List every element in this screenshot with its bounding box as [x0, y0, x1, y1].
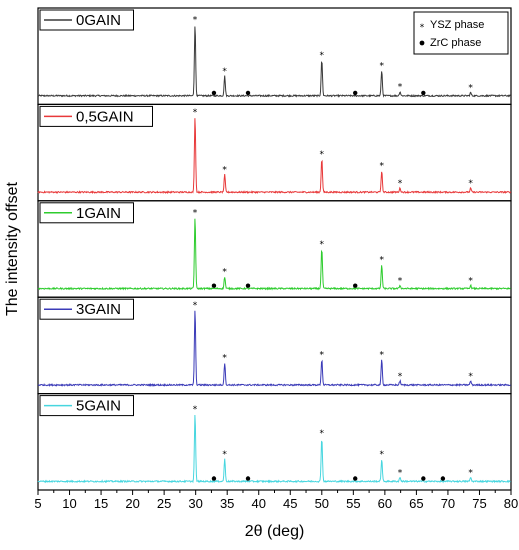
ysz-marker: *: [222, 67, 227, 77]
series-legend-label: 5GAIN: [76, 398, 121, 415]
series-legend: 0GAIN: [39, 9, 134, 31]
series-legend-label: 0,5GAIN: [76, 108, 134, 125]
panel-4: * * * * * * 3GAIN: [37, 296, 512, 395]
zrc-marker: [245, 90, 251, 96]
ysz-marker: *: [468, 179, 473, 189]
x-tick-label: 10: [62, 496, 76, 511]
ysz-marker: *: [398, 83, 403, 93]
x-axis-title: 2θ (deg): [245, 523, 305, 540]
zrc-marker: [421, 90, 426, 96]
ysz-marker: *: [379, 162, 384, 172]
zrc-marker: [440, 476, 446, 481]
ysz-marker: *: [398, 372, 403, 382]
ysz-marker: *: [320, 150, 325, 160]
ysz-marker: *: [468, 83, 473, 93]
zrc-marker: [211, 90, 217, 96]
ysz-marker: *: [193, 301, 198, 311]
ysz-marker: *: [398, 276, 403, 286]
ysz-marker: *: [320, 240, 325, 250]
x-tick-label: 5: [34, 496, 41, 511]
series-legend: 0,5GAIN: [39, 105, 153, 127]
series-legend-label: 1GAIN: [76, 205, 121, 222]
ysz-marker: *: [379, 256, 384, 266]
phase-legend-star: *: [420, 23, 425, 33]
ysz-marker: *: [468, 276, 473, 286]
ysz-marker: *: [320, 51, 325, 61]
y-axis-title: The intensity offset: [4, 181, 21, 316]
x-tick-label: 65: [409, 496, 423, 511]
zrc-marker: [421, 476, 426, 481]
ysz-marker: *: [193, 16, 198, 26]
x-tick-label: 45: [283, 496, 297, 511]
zrc-marker: [353, 283, 358, 288]
x-tick-label: 35: [220, 496, 234, 511]
ysz-marker: *: [379, 61, 384, 71]
series-line: [37, 310, 511, 388]
zrc-marker: [353, 90, 358, 96]
phase-legend-label: YSZ phase: [430, 19, 484, 31]
x-tick-label: 20: [125, 496, 139, 511]
phase-legend-dot: [419, 40, 425, 46]
ysz-marker: *: [320, 351, 325, 361]
zrc-marker: [211, 283, 217, 288]
phase-legend-label: ZrC phase: [430, 37, 481, 49]
ysz-marker: *: [398, 468, 403, 478]
x-tick-label: 80: [504, 496, 518, 511]
x-tick-label: 70: [441, 496, 455, 511]
zrc-marker: [245, 476, 251, 481]
ysz-marker: *: [193, 108, 198, 118]
ysz-marker: *: [398, 179, 403, 189]
x-tick-label: 40: [251, 496, 265, 511]
phase-legend: * YSZ phase ZrC phase: [413, 11, 509, 55]
chart-panels: ***** *0GAIN***** *0,5GAIN***** *1GAIN** * **…: [37, 7, 512, 491]
ysz-marker: *: [222, 450, 227, 460]
zrc-marker: [211, 476, 217, 481]
series-legend-label: 0GAIN: [76, 12, 121, 29]
x-tick-label: 25: [157, 496, 171, 511]
x-axis: 5 10 15 20 25 30 35 40 45 50 55 60 65 70 75 80: [34, 490, 518, 511]
panel-2: * * * * * * 0,5GAIN: [37, 103, 512, 202]
panel-5: * * * * * * 5GAIN: [37, 393, 512, 491]
ysz-marker: *: [222, 166, 227, 176]
x-tick-label: 60: [378, 496, 392, 511]
series-line: [37, 414, 511, 484]
ysz-marker: *: [193, 208, 198, 218]
ysz-marker: *: [222, 354, 227, 364]
ysz-marker: *: [193, 405, 198, 415]
series-legend: 3GAIN: [39, 298, 134, 320]
ysz-marker: *: [468, 468, 473, 478]
x-tick-label: 15: [94, 496, 108, 511]
panel-3: * * * * * * 1GAIN: [37, 200, 512, 298]
series-line: [37, 26, 512, 98]
zrc-marker: [245, 283, 251, 288]
ysz-marker: *: [379, 351, 384, 361]
series-legend: 5GAIN: [39, 395, 134, 417]
x-tick-label: 75: [472, 496, 486, 511]
series-line: [37, 218, 511, 291]
series-legend-label: 3GAIN: [76, 301, 121, 318]
series-line: [37, 118, 512, 195]
ysz-marker: *: [320, 429, 325, 439]
x-tick-label: 55: [346, 496, 360, 511]
zrc-marker: [353, 476, 358, 481]
ysz-marker: *: [379, 450, 384, 460]
phase-legend-box: [413, 11, 509, 55]
ysz-marker: *: [468, 372, 473, 382]
x-tick-label: 30: [188, 496, 202, 511]
series-legend: 1GAIN: [39, 202, 134, 224]
x-tick-label: 50: [315, 496, 329, 511]
ysz-marker: *: [222, 268, 227, 278]
